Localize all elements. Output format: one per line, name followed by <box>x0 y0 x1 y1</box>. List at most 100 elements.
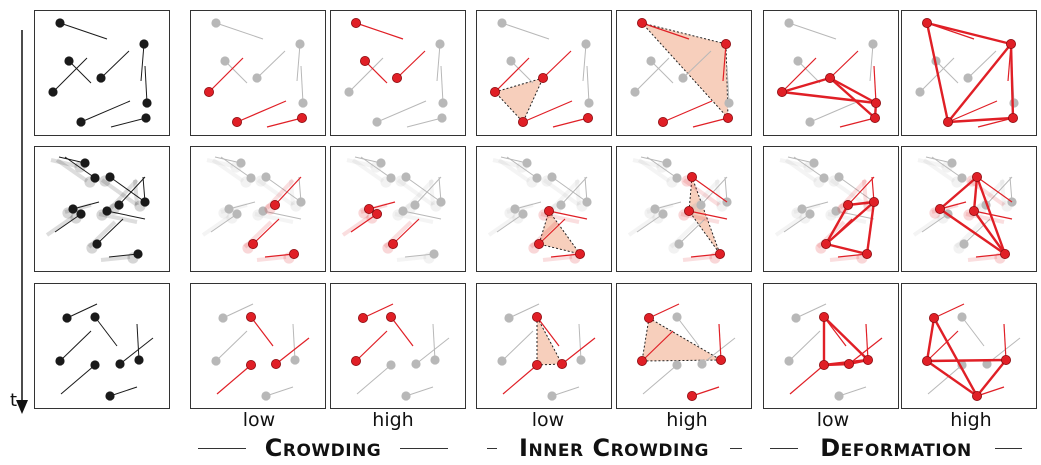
glyph <box>862 176 880 212</box>
glyph <box>575 176 592 212</box>
glyph <box>487 209 528 237</box>
deformation-edge <box>865 201 876 255</box>
glyph <box>644 201 682 219</box>
glyph <box>246 311 274 347</box>
time-axis: t <box>8 28 28 418</box>
glyph <box>576 323 586 365</box>
glyph <box>256 249 300 264</box>
glyph <box>55 330 92 366</box>
glyph <box>541 172 588 207</box>
glyph <box>211 18 264 40</box>
glyph <box>55 156 100 188</box>
glyph <box>784 156 829 188</box>
glyph <box>1001 323 1012 366</box>
deformation-edge <box>926 358 1007 363</box>
crowding-low-label: low <box>242 409 276 431</box>
panel-r1-c3 <box>330 10 466 136</box>
deformation-edge <box>824 204 850 245</box>
glyph <box>828 172 875 207</box>
glyph <box>110 113 151 128</box>
glyph <box>658 100 713 128</box>
glyph <box>358 201 396 219</box>
glyph <box>392 50 426 84</box>
glyph <box>784 18 837 40</box>
glyph <box>396 249 439 264</box>
glyph <box>791 303 827 323</box>
panel-r1-c6 <box>763 10 899 136</box>
hull-shape <box>641 317 723 362</box>
glyph <box>678 206 728 224</box>
glyph <box>943 100 998 128</box>
deformation-edge <box>972 176 979 212</box>
glyph <box>716 323 727 366</box>
glyph <box>502 360 543 395</box>
glyph <box>429 176 446 212</box>
glyph <box>552 113 594 128</box>
glyph <box>497 156 542 188</box>
glyph <box>681 171 728 207</box>
deformation-title: Deformation <box>820 434 972 462</box>
panel-r1-c4-canvas <box>489 18 594 128</box>
glyph <box>395 172 442 207</box>
deformation-edge <box>947 116 1014 124</box>
glyph <box>48 57 88 97</box>
deformation-edge <box>926 360 978 397</box>
glyph <box>715 176 732 212</box>
glyph <box>547 386 580 401</box>
panel-r2-c5 <box>616 146 752 272</box>
panel-r2-c3 <box>330 146 466 272</box>
glyph <box>203 57 244 98</box>
glyph <box>922 156 967 188</box>
glyph <box>252 50 286 83</box>
glyph <box>929 201 967 219</box>
inner-crowding-group: Inner Crowding <box>487 432 742 464</box>
glyph <box>142 65 152 108</box>
glyph <box>289 176 306 212</box>
deformation-edge <box>939 208 1006 255</box>
glyph <box>668 218 706 254</box>
glyph <box>211 330 248 366</box>
glyph <box>678 50 712 83</box>
glyph <box>438 65 448 108</box>
glyph <box>134 323 144 365</box>
glyph <box>805 100 860 127</box>
hull-shape <box>536 316 563 366</box>
panel-r2-c2-canvas <box>201 156 306 264</box>
glyph <box>356 360 396 395</box>
panel-r1-c2 <box>190 10 326 136</box>
glyph <box>139 39 149 82</box>
glyph <box>791 201 829 219</box>
glyph <box>115 337 154 369</box>
glyph <box>630 57 670 97</box>
glyph <box>977 113 1019 128</box>
glyph <box>643 303 680 323</box>
hull-shape <box>538 209 582 255</box>
glyph <box>108 176 146 215</box>
glyph <box>721 38 732 82</box>
glyph <box>581 39 591 82</box>
glyph <box>62 201 100 219</box>
hull-shape <box>494 77 544 123</box>
hull-shape <box>688 176 721 255</box>
glyph <box>697 337 736 369</box>
panel-r3-c6 <box>763 283 899 409</box>
deformation-edge <box>829 77 876 119</box>
glyph <box>242 218 280 254</box>
glyph <box>261 386 294 401</box>
panel-r3-c7-canvas <box>921 303 1021 402</box>
glyph <box>636 330 674 367</box>
panel-r3-c2 <box>190 283 326 409</box>
glyph <box>839 113 881 128</box>
glyph <box>825 50 859 84</box>
glyph <box>60 360 100 395</box>
glyph <box>218 303 254 323</box>
glyph <box>682 249 726 264</box>
panel-r3-c4-canvas <box>497 303 596 401</box>
panel-r2-c7-canvas <box>912 156 1017 264</box>
panel-r3-c7 <box>901 283 1037 409</box>
glyph <box>497 18 550 40</box>
glyph <box>489 57 530 98</box>
glyph <box>687 386 720 402</box>
glyph <box>542 249 586 264</box>
